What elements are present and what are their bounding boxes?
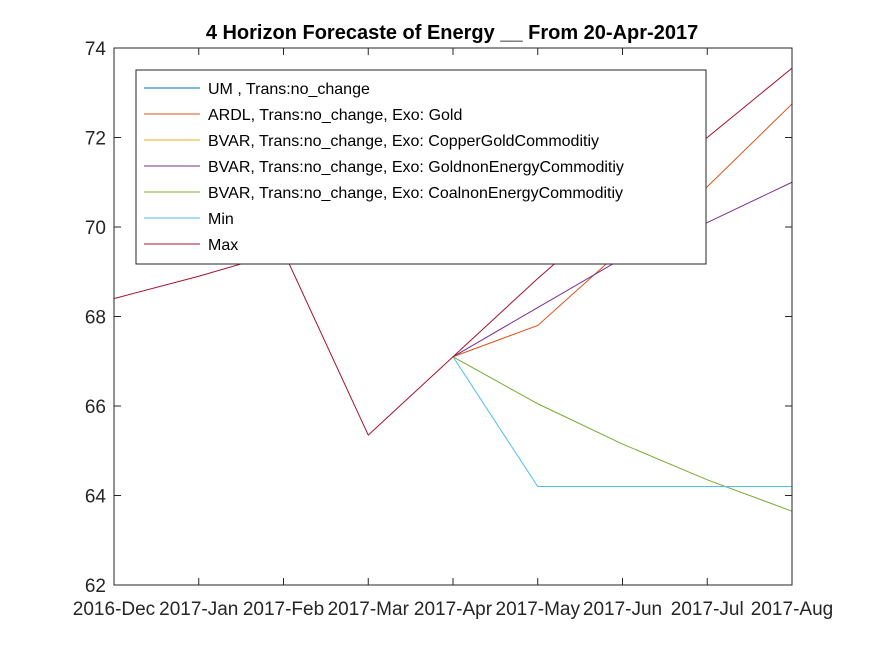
y-tick-label: 68 [85, 308, 106, 329]
x-tick-label: 2017-Feb [243, 599, 324, 620]
series-line-5 [452, 356, 792, 488]
x-tick-label: 2017-Jul [671, 599, 744, 620]
legend-box [135, 69, 707, 265]
y-tick-label: 66 [85, 397, 106, 418]
x-tick-label: 2017-May [496, 599, 581, 620]
x-tick-label: 2017-Aug [751, 599, 833, 620]
x-tick-label: 2017-Apr [414, 599, 493, 620]
chart-title: 4 Horizon Forecaste of Energy __ From 20… [206, 22, 698, 44]
legend-label: BVAR, Trans:no_change, Exo: CoalnonEnerg… [208, 185, 623, 202]
legend-label: UM , Trans:no_change [208, 81, 370, 98]
legend-label: ARDL, Trans:no_change, Exo: Gold [208, 107, 462, 124]
y-tick-label: 70 [85, 218, 106, 239]
legend-label: BVAR, Trans:no_change, Exo: GoldnonEnerg… [208, 159, 624, 176]
legend-label: Max [208, 237, 238, 254]
x-tick-label: 2017-Mar [328, 599, 410, 620]
legend-label: BVAR, Trans:no_change, Exo: CopperGoldCo… [208, 133, 599, 150]
x-tick-label: 2017-Jan [159, 599, 238, 620]
x-tick-label: 2017-Jun [583, 599, 662, 620]
y-tick-label: 64 [85, 487, 107, 508]
legend-label: Min [208, 211, 234, 228]
y-tick-label: 72 [85, 129, 106, 150]
x-tick-label: 2016-Dec [73, 599, 155, 620]
series-line-4 [452, 356, 793, 512]
y-tick-label: 62 [85, 576, 106, 597]
y-tick-label: 74 [85, 39, 107, 60]
